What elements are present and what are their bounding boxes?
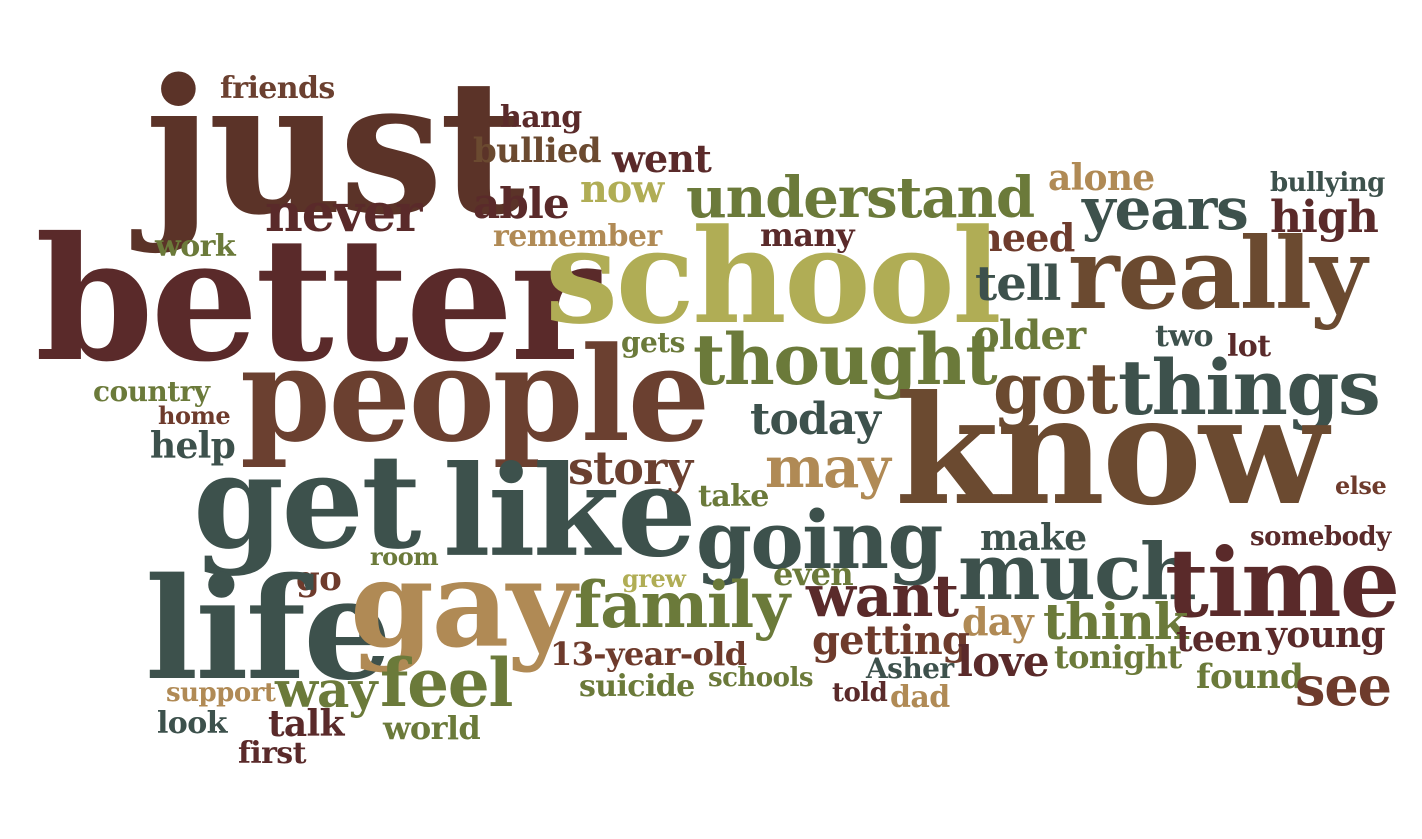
word-tonight: tonight bbox=[1054, 638, 1182, 676]
word-feel: feel bbox=[380, 644, 513, 722]
word-just: just bbox=[145, 38, 525, 256]
word-alone: alone bbox=[1048, 157, 1155, 199]
word-help: help bbox=[150, 425, 236, 467]
word-go: go bbox=[296, 559, 342, 599]
word-bullying: bullying bbox=[1270, 168, 1385, 198]
word-think: think bbox=[1043, 592, 1188, 651]
word-know: know bbox=[895, 363, 1328, 539]
word-day: day bbox=[962, 599, 1034, 644]
word-bullied: bullied bbox=[473, 131, 602, 171]
word-really: really bbox=[1068, 217, 1367, 332]
word-many: many bbox=[760, 216, 855, 254]
word-life: life bbox=[145, 548, 392, 712]
word-suicide: suicide bbox=[579, 669, 695, 704]
word-tell: tell bbox=[975, 256, 1061, 312]
word-world: world bbox=[383, 709, 481, 747]
word-people: people bbox=[240, 318, 710, 471]
word-work: work bbox=[155, 229, 236, 264]
word-take: take bbox=[698, 479, 769, 514]
word-grew: grew bbox=[622, 564, 686, 593]
word-understand: understand bbox=[686, 165, 1035, 231]
word-never: never bbox=[265, 183, 422, 244]
word-first: first bbox=[238, 736, 306, 771]
word-able: able bbox=[473, 179, 570, 228]
word-told: told bbox=[832, 678, 888, 708]
word-getting: getting bbox=[812, 617, 970, 664]
word-room: room bbox=[370, 542, 439, 571]
word-talk: talk bbox=[268, 703, 344, 745]
word-hang: hang bbox=[500, 100, 582, 135]
word-things: things bbox=[1118, 343, 1381, 432]
word-thought: thought bbox=[693, 318, 998, 401]
word-make: make bbox=[980, 517, 1087, 559]
word-lot: lot bbox=[1227, 329, 1271, 364]
word-like: like bbox=[443, 439, 697, 585]
word-love: love bbox=[957, 637, 1050, 686]
word-get: get bbox=[193, 425, 421, 578]
word-gay: gay bbox=[350, 534, 577, 675]
word-now: now bbox=[580, 166, 664, 211]
word-way: way bbox=[275, 660, 377, 719]
word-high: high bbox=[1270, 192, 1379, 243]
word-found: found bbox=[1196, 657, 1304, 697]
word-schools: schools bbox=[708, 663, 813, 693]
word-want: want bbox=[806, 562, 959, 630]
word-teen: teen bbox=[1176, 618, 1262, 660]
word-years: years bbox=[1082, 175, 1249, 243]
word-home: home bbox=[158, 401, 231, 430]
word-school: school bbox=[545, 200, 1002, 353]
word-today: today bbox=[750, 394, 881, 445]
word-family: family bbox=[574, 568, 790, 643]
word-may: may bbox=[765, 435, 891, 501]
word-time: time bbox=[1165, 528, 1400, 639]
word-13-year-old: 13-year-old bbox=[550, 635, 747, 673]
word-story: story bbox=[568, 441, 693, 495]
word-better: better bbox=[35, 200, 600, 400]
word-young: young bbox=[1266, 614, 1386, 656]
word-much: much bbox=[958, 527, 1197, 618]
word-need: need bbox=[975, 215, 1075, 260]
word-see: see bbox=[1295, 654, 1392, 718]
word-asher: Asher bbox=[866, 652, 954, 685]
word-support: support bbox=[166, 678, 276, 708]
word-remember: remember bbox=[493, 219, 662, 254]
word-look: look bbox=[157, 706, 227, 741]
word-friends: friends bbox=[220, 71, 335, 106]
word-went: went bbox=[612, 136, 712, 181]
word-else: else bbox=[1335, 471, 1387, 500]
word-got: got bbox=[993, 347, 1118, 430]
word-dad: dad bbox=[890, 680, 950, 715]
word-country: country bbox=[93, 375, 210, 408]
word-going: going bbox=[696, 493, 943, 587]
word-gets: gets bbox=[621, 326, 685, 359]
word-two: two bbox=[1155, 319, 1214, 354]
word-older: older bbox=[973, 312, 1086, 359]
word-somebody: somebody bbox=[1250, 522, 1391, 552]
word-even: even bbox=[773, 555, 854, 593]
